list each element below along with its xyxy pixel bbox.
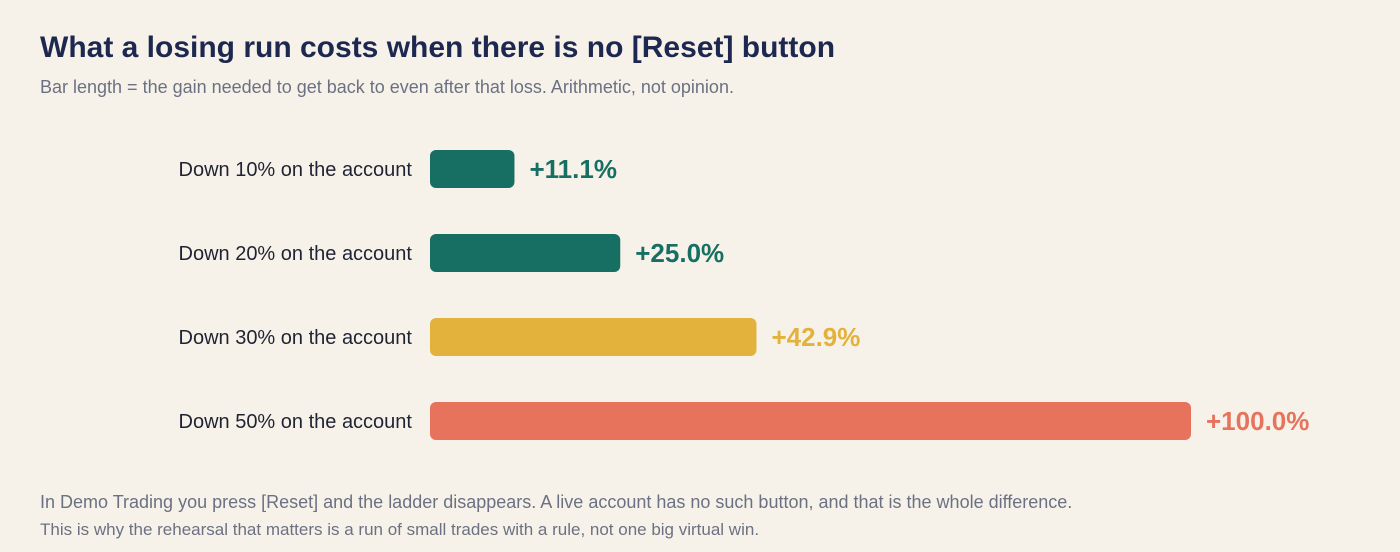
data-label: +42.9% — [771, 322, 860, 352]
bar — [430, 234, 621, 272]
data-label: +100.0% — [1206, 406, 1309, 436]
footer-note-2: This is why the rehearsal that matters i… — [40, 520, 760, 539]
category-label: Down 20% on the account — [179, 243, 413, 265]
bar — [430, 318, 757, 356]
category-label: Down 30% on the account — [179, 327, 413, 349]
chart-subtitle: Bar length = the gain needed to get back… — [40, 77, 734, 97]
chart-title: What a losing run costs when there is no… — [40, 31, 836, 64]
bar — [430, 402, 1191, 440]
category-label: Down 10% on the account — [179, 159, 413, 181]
footer-note-1: In Demo Trading you press [Reset] and th… — [40, 492, 1073, 512]
category-label: Down 50% on the account — [179, 411, 413, 433]
data-label: +25.0% — [635, 238, 724, 268]
data-label: +11.1% — [529, 154, 616, 184]
bar — [430, 150, 515, 188]
